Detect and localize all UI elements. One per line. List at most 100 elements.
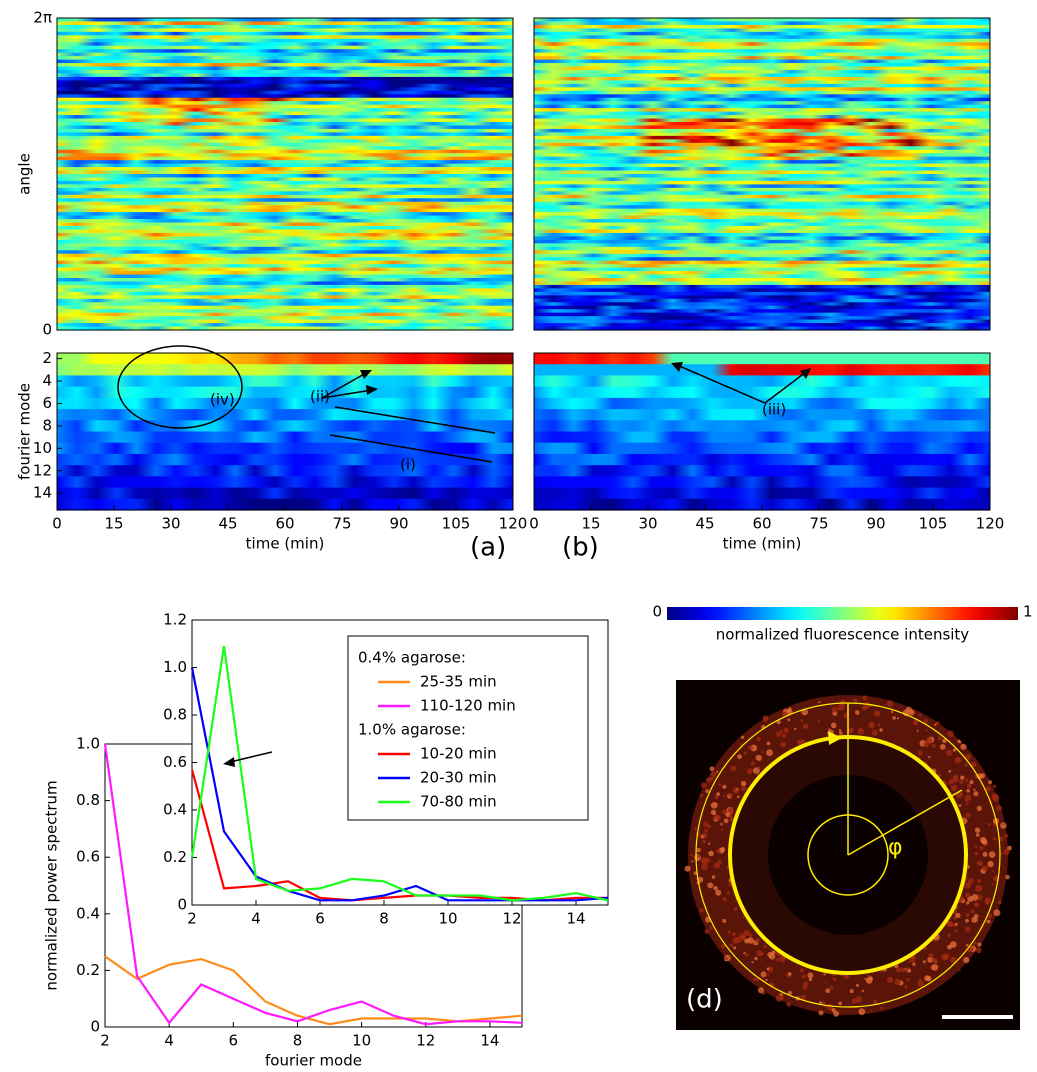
colorbar-label: normalized fluorescence intensity: [716, 626, 970, 644]
x-tick-label: 0: [529, 515, 539, 533]
speckle: [1007, 845, 1012, 851]
heatmap-row: [534, 146, 990, 151]
heatmap-row: [534, 80, 990, 85]
speckle: [950, 956, 957, 964]
speckle: [965, 799, 968, 802]
heatmap-row: [534, 212, 990, 217]
speckle: [907, 968, 911, 973]
heatmap-row: [534, 35, 990, 40]
heatmap-row: [57, 122, 513, 127]
legend-label: 25-35 min: [420, 673, 497, 691]
speckle: [766, 741, 771, 746]
heatmap-row: [534, 271, 990, 276]
annotation-arrow: [321, 389, 373, 399]
speckle: [958, 740, 962, 744]
heatmap-row: [534, 215, 990, 220]
heatmap-row: [534, 323, 990, 328]
speckle: [745, 953, 749, 957]
annotation: (iv): [210, 391, 235, 409]
heatmap-row: [57, 153, 513, 158]
speckle: [853, 698, 858, 703]
x-tick-label: 14: [480, 1032, 499, 1050]
speckle: [937, 736, 942, 741]
heatmap-row: [57, 80, 513, 85]
speckle: [848, 727, 854, 733]
speckle: [973, 914, 979, 919]
speckle: [754, 956, 758, 961]
heatmap-row: [57, 498, 513, 511]
speckle: [966, 789, 970, 793]
heatmap-row: [534, 104, 990, 109]
heatmap-row: [57, 319, 513, 324]
speckle: [965, 892, 971, 898]
legend-box: [347, 635, 589, 821]
heatmap-row: [534, 453, 990, 466]
speckle: [949, 922, 955, 928]
y-tick-label: 0.4: [163, 801, 187, 819]
heatmap-row: [534, 125, 990, 130]
speckle: [987, 860, 994, 868]
annotation: (iii): [762, 401, 786, 419]
speckle: [931, 743, 936, 748]
heatmap-row: [57, 59, 513, 64]
x-tick-label: 10: [352, 1032, 371, 1050]
speckle: [975, 884, 983, 892]
speckle: [985, 786, 991, 792]
speckle: [703, 821, 709, 827]
speckle: [752, 977, 757, 982]
speckle: [776, 719, 781, 725]
heatmap-row: [534, 236, 990, 241]
y-tick-label: 0.6: [76, 848, 100, 866]
speckle: [700, 793, 704, 797]
legend-label: 110-120 min: [420, 697, 516, 715]
heatmap-row: [534, 326, 990, 331]
heatmap-row: [57, 76, 513, 81]
heatmap-row: [57, 52, 513, 57]
arrow-head: [360, 370, 372, 379]
speckle: [975, 833, 980, 837]
speckle: [912, 962, 916, 966]
speckle: [817, 719, 821, 723]
heatmap-row: [534, 288, 990, 293]
heatmap-row: [57, 274, 513, 279]
heatmap-row: [57, 160, 513, 165]
x-tick-label: 120: [499, 515, 528, 533]
speckle: [720, 822, 723, 826]
speckle: [917, 980, 924, 987]
heatmap-row: [57, 94, 513, 99]
speckle: [766, 749, 773, 757]
heatmap-row: [57, 243, 513, 248]
speckle: [928, 756, 931, 759]
heatmap-row: [57, 420, 513, 433]
speckle: [991, 883, 995, 886]
speckle: [722, 918, 727, 923]
speckle: [714, 795, 719, 800]
speckle: [935, 721, 940, 725]
speckle: [713, 814, 720, 821]
heatmap-row: [57, 70, 513, 75]
annotation-arrow: [764, 371, 807, 404]
arrow-head: [671, 362, 683, 372]
speckle: [904, 985, 908, 988]
heatmap-row: [57, 239, 513, 244]
heatmap-row: [57, 312, 513, 317]
heatmap-row: [57, 364, 513, 377]
heatmap-row: [57, 104, 513, 109]
heatmap-row: [57, 49, 513, 54]
speckle: [751, 961, 754, 964]
speckle: [733, 766, 736, 769]
heatmap-row: [534, 386, 990, 399]
heatmap-row: [534, 87, 990, 92]
speckle: [737, 754, 742, 760]
heatmap-row: [534, 122, 990, 127]
heatmap-row: [57, 201, 513, 206]
speckle: [861, 705, 866, 711]
heatmap-row: [534, 94, 990, 99]
heatmap-row: [57, 42, 513, 47]
heatmap-row: [534, 49, 990, 54]
speckle: [964, 926, 971, 932]
speckle: [887, 976, 894, 983]
speckle: [861, 989, 864, 993]
heatmap-row: [57, 187, 513, 192]
speckle: [997, 900, 1002, 905]
